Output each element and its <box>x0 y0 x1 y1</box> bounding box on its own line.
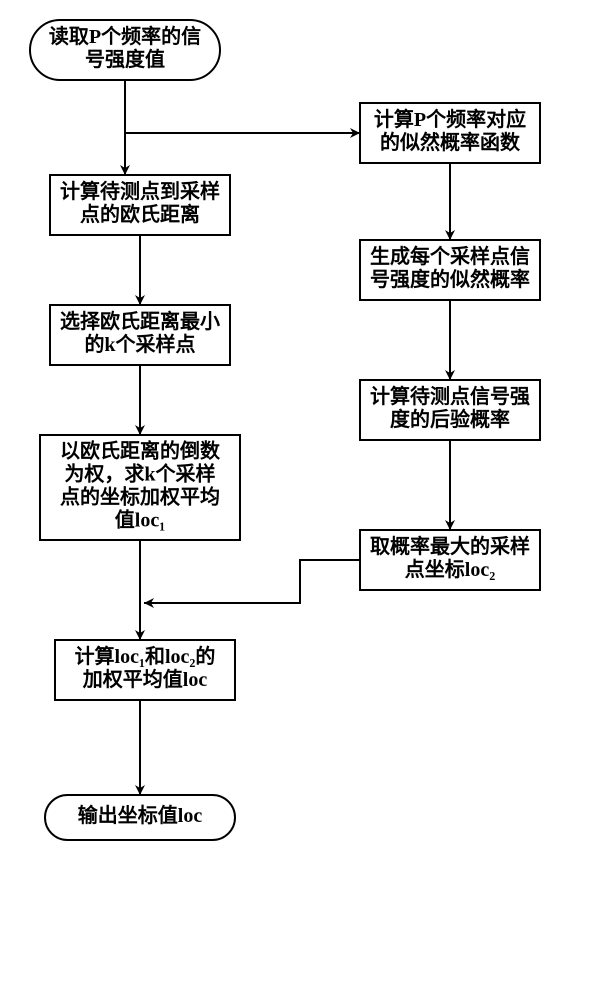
node-a1-line0: 计算待测点到采样 <box>60 179 220 203</box>
node-start-line1: 号强度值 <box>85 47 165 71</box>
node-b2-line0: 生成每个采样点信 <box>370 244 530 268</box>
node-b3: 计算待测点信号强度的后验概率 <box>360 380 540 440</box>
node-b1-line1: 的似然概率函数 <box>380 130 521 154</box>
node-a3-line2: 点的坐标加权平均 <box>60 485 220 509</box>
node-start-line0: 读取P个频率的信 <box>49 24 201 48</box>
node-b3-line0: 计算待测点信号强 <box>370 384 530 408</box>
node-b4-line0: 取概率最大的采样 <box>370 534 530 558</box>
node-a4-line0: 计算loc₁和loc₂的 <box>75 644 216 668</box>
node-a2-line0: 选择欧氏距离最小 <box>60 309 220 333</box>
node-a3-line3: 值loc₁ <box>115 508 165 532</box>
node-a2-line1: 的k个采样点 <box>84 332 195 356</box>
node-a3: 以欧氏距离的倒数为权，求k个采样点的坐标加权平均值loc₁ <box>40 435 240 540</box>
edge-b4-a4 <box>144 560 360 603</box>
node-a4-line1: 加权平均值loc <box>82 667 208 691</box>
node-start: 读取P个频率的信号强度值 <box>30 20 220 80</box>
node-end-line0: 输出坐标值loc <box>78 803 203 827</box>
node-b1-line0: 计算P个频率对应 <box>374 107 526 131</box>
node-a3-line0: 以欧氏距离的倒数 <box>60 439 221 463</box>
node-b2-line1: 号强度的似然概率 <box>370 267 530 291</box>
node-a1-line1: 点的欧氏距离 <box>80 202 200 226</box>
node-b4: 取概率最大的采样点坐标loc₂ <box>360 530 540 590</box>
node-b2: 生成每个采样点信号强度的似然概率 <box>360 240 540 300</box>
node-a3-line1: 为权，求k个采样 <box>64 462 215 486</box>
node-b4-line1: 点坐标loc₂ <box>405 558 495 581</box>
node-a1: 计算待测点到采样点的欧氏距离 <box>50 175 230 235</box>
node-a2: 选择欧氏距离最小的k个采样点 <box>50 305 230 365</box>
node-b3-line1: 度的后验概率 <box>390 407 510 431</box>
node-b1: 计算P个频率对应的似然概率函数 <box>360 103 540 163</box>
node-a4: 计算loc₁和loc₂的加权平均值loc <box>55 640 235 700</box>
node-end: 输出坐标值loc <box>45 795 235 840</box>
